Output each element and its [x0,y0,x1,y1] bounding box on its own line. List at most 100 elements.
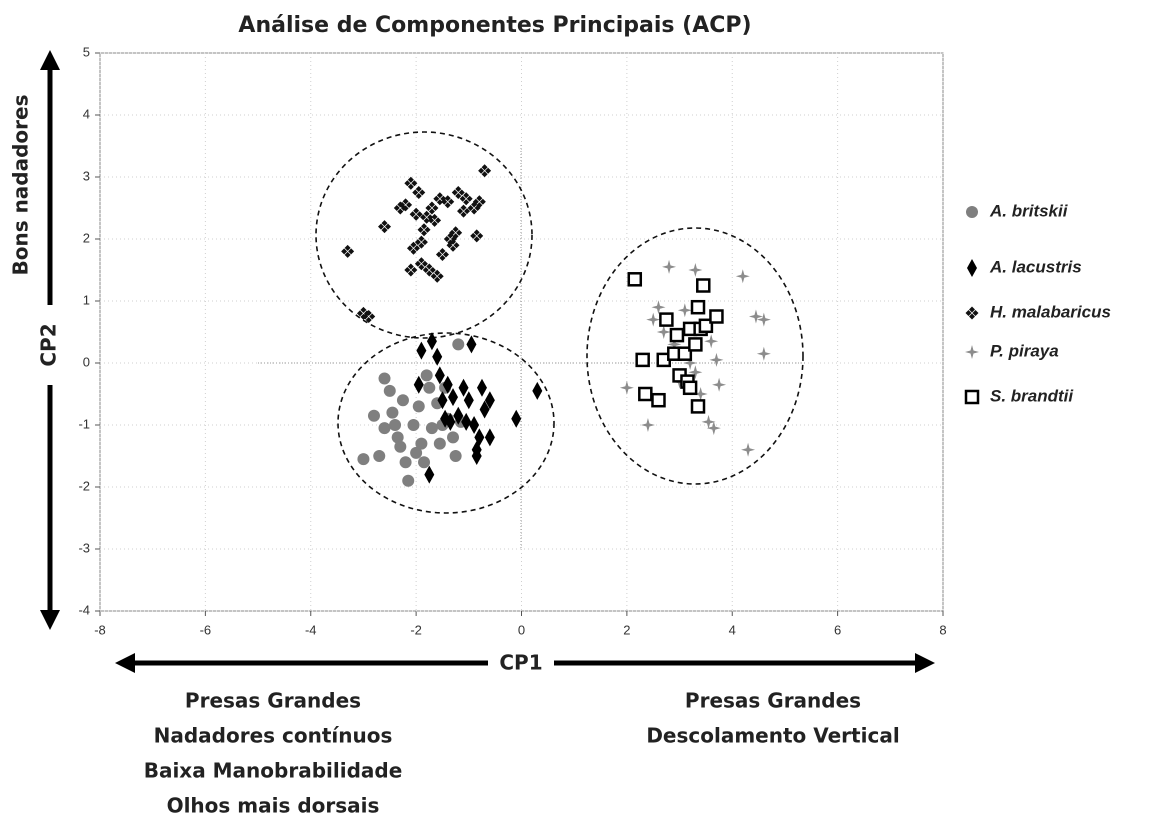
point [383,384,396,397]
point [416,341,427,360]
point [640,418,655,432]
y-tick-label: 0 [83,354,90,369]
point [461,412,472,431]
point [463,391,474,410]
point [688,337,703,352]
point [423,381,436,394]
point [442,375,453,394]
point [748,309,763,324]
legend-marker [967,259,977,277]
y-tick-label: 1 [83,292,90,307]
points [341,164,771,487]
point [448,388,459,407]
legend-marker [965,306,979,320]
y-tick-label: -1 [78,416,90,431]
point [662,259,677,274]
point [619,380,634,395]
y-tick-label: 3 [83,168,90,183]
point [449,226,463,240]
y-tick-label: -3 [78,540,90,555]
point [677,303,692,318]
point [484,391,495,410]
note-left: Presas Grandes [185,689,361,713]
y-tick-label: 5 [83,44,90,59]
point [410,446,423,459]
point [706,421,721,436]
point [466,335,477,354]
point [470,229,484,243]
point [469,416,480,434]
x-tick-label: -4 [305,622,317,637]
y-tick-label: 4 [83,106,90,121]
x-tick-label: 4 [729,622,736,637]
chart-title: Análise de Componentes Principais (ACP) [238,13,751,38]
label-bg [28,305,72,385]
point [659,312,674,327]
point [396,394,409,407]
point [735,269,750,284]
point [447,431,460,444]
point [418,456,431,469]
y-annotation: Bons nadadores [9,94,33,275]
x-tick-label: -2 [410,622,422,637]
point [458,378,469,397]
note-left: Olhos mais dorsais [167,794,380,818]
point [341,244,355,258]
point [688,365,703,380]
point [433,192,447,206]
grid: -8 -6 -4 -2 0 2 4 6 8 -4 -3 -2 -1 0 1 2 3 4 5 [78,44,946,637]
point [472,195,486,209]
point [471,447,482,465]
point [451,186,465,199]
point [696,278,711,293]
point [414,235,428,249]
point [467,201,481,215]
point [709,309,724,324]
cluster-ellipse [315,131,533,339]
label-bg [488,650,554,676]
point [430,269,444,283]
note-right: Descolamento Vertical [646,724,899,748]
point [404,176,418,190]
point [701,414,716,429]
point [443,232,457,246]
point [402,474,415,487]
point [389,419,402,431]
y-tick-label: -4 [78,602,90,617]
point [406,241,420,255]
x-tick-label: 6 [834,622,841,637]
point [426,332,437,351]
point [441,195,455,209]
point [453,406,464,425]
point [362,310,376,323]
point [756,346,771,361]
y-tick-label: -2 [78,478,90,493]
point [435,248,449,261]
point [425,422,438,435]
point [484,428,495,447]
point [452,338,465,351]
point [445,412,456,431]
note-left: Baixa Manobrabilidade [144,759,403,783]
point [409,207,423,221]
cluster-ellipse [586,227,804,485]
point [422,263,436,277]
point [532,381,543,400]
point [756,312,771,327]
point [357,453,370,466]
point [677,346,693,361]
point [698,318,714,334]
point [478,164,492,178]
point [433,437,446,450]
point [704,334,719,349]
point [432,347,443,366]
point [479,400,490,419]
legend-label: P. piraya [990,341,1059,360]
point [378,220,392,234]
point [414,257,428,271]
x-tick-label: -6 [200,622,212,637]
point [511,409,522,428]
point [424,465,435,484]
legend-label: H. malabaricus [990,302,1111,321]
